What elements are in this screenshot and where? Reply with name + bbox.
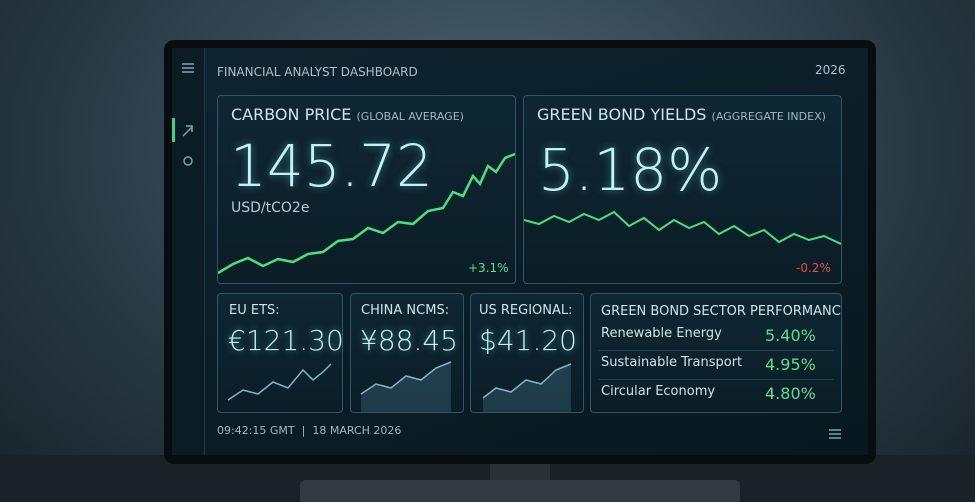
footer-date: 18 MARCH 2026 [312,424,402,437]
header-title: FINANCIAL ANALYST DASHBOARD [217,65,418,79]
carbon-value: 145.72 [230,132,433,200]
footer-time: 09:42:15 GMT [217,424,295,437]
sidebar-active[interactable] [172,118,175,142]
bonds-sparkline [524,210,841,245]
market-panel: CHINA NCMS: ¥88.45 [350,293,464,413]
market-panel: EU ETS: €121.30 [217,293,343,413]
market-label: CHINA NCMS: [361,303,450,318]
bonds-title: GREEN BOND YIELDS (AGGREGATE INDEX) [537,105,826,124]
market-value: €121.30 [228,324,343,357]
monitor-base [300,480,740,502]
market-label: EU ETS: [229,303,280,318]
subtitle: (AGGREGATE INDEX) [711,110,826,123]
sector-value: 4.95% [765,355,816,374]
market-panel: US REGIONAL: $41.20 [470,293,584,413]
sector-name: Sustainable Transport [601,355,743,370]
carbon-unit: USD/tCO2e [231,200,310,216]
carbon-title: CARBON PRICE (GLOBAL AVERAGE) [231,105,464,124]
carbon-panel: CARBON PRICE (GLOBAL AVERAGE) 145.72 USD… [217,95,516,284]
bonds-change: -0.2% [796,261,831,275]
carbon-change: +3.1% [468,261,509,275]
row-separator [599,379,833,380]
market-sparkline [360,361,452,412]
carbon-sparkline [218,152,515,275]
footer: 09:42:15 GMT | 18 MARCH 2026 [217,424,402,437]
subtitle: (GLOBAL AVERAGE) [356,110,464,123]
sidebar [172,48,205,455]
market-sparkline [227,363,332,401]
sector-name: Circular Economy [601,384,716,399]
row-separator [599,350,833,351]
market-label: US REGIONAL: [479,303,573,318]
bonds-panel: GREEN BOND YIELDS (AGGREGATE INDEX) 5.18… [523,95,842,284]
title: GREEN BOND YIELDS [537,105,707,124]
market-value: ¥88.45 [360,324,458,357]
header-year: 2026 [815,63,846,77]
sector-panel: GREEN BOND SECTOR PERFORMANCE Renewable … [590,293,842,413]
market-value: $41.20 [479,324,577,357]
sector-name: Renewable Energy [601,326,722,341]
title: CARBON PRICE [231,105,352,124]
sector-value: 4.80% [765,384,816,403]
market-sparkline [482,363,572,412]
sector-title: GREEN BOND SECTOR PERFORMANCE [601,304,842,319]
sector-value: 5.40% [765,326,816,345]
bonds-value: 5.18% [538,136,723,204]
